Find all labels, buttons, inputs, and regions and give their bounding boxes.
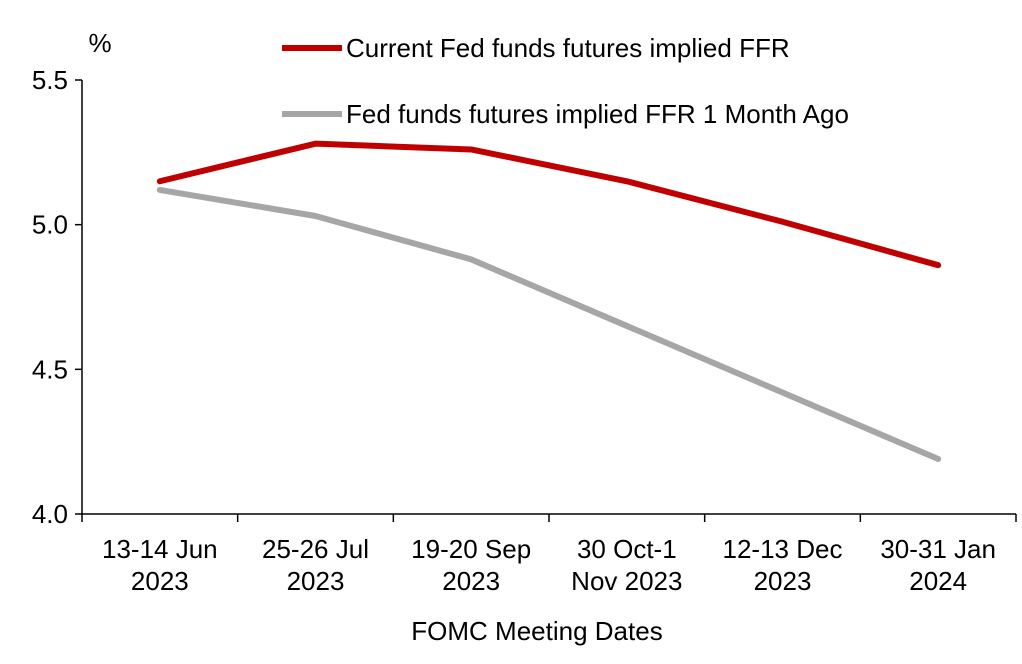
y-tick-label: 5.5 <box>32 65 68 95</box>
y-tick-label: 5.0 <box>32 210 68 240</box>
x-tick-label: 30 Oct-1 Nov 2023 <box>571 534 682 596</box>
legend-label: Current Fed funds futures implied FFR <box>346 33 790 63</box>
axes <box>81 80 1016 515</box>
y-tick-label: 4.5 <box>32 354 68 384</box>
y-axis-label: % <box>88 28 111 58</box>
x-axis-label: FOMC Meeting Dates <box>411 616 662 646</box>
x-tick-label: 25-26 Jul 2023 <box>262 534 369 596</box>
x-tick-label: 13-14 Jun 2023 <box>102 534 218 596</box>
series-line <box>156 140 942 269</box>
series-layer <box>156 140 942 463</box>
x-tick-label: 19-20 Sep 2023 <box>411 534 531 596</box>
x-tick-label: 12-13 Dec 2023 <box>723 534 843 596</box>
series-line <box>156 186 942 463</box>
x-ticks: 13-14 Jun 2023 25-26 Jul 2023 19-20 Sep 2023 3… <box>81 514 1017 596</box>
x-tick-label: 30-31 Jan 2024 <box>880 534 996 596</box>
legend: Current Fed funds futures implied FFR Fed… <box>282 33 849 129</box>
y-ticks: 4.0 4.5 5.0 5.5 <box>32 65 82 529</box>
legend-label: Fed funds futures implied FFR 1 Month Ag… <box>346 99 849 129</box>
y-tick-label: 4.0 <box>32 499 68 529</box>
